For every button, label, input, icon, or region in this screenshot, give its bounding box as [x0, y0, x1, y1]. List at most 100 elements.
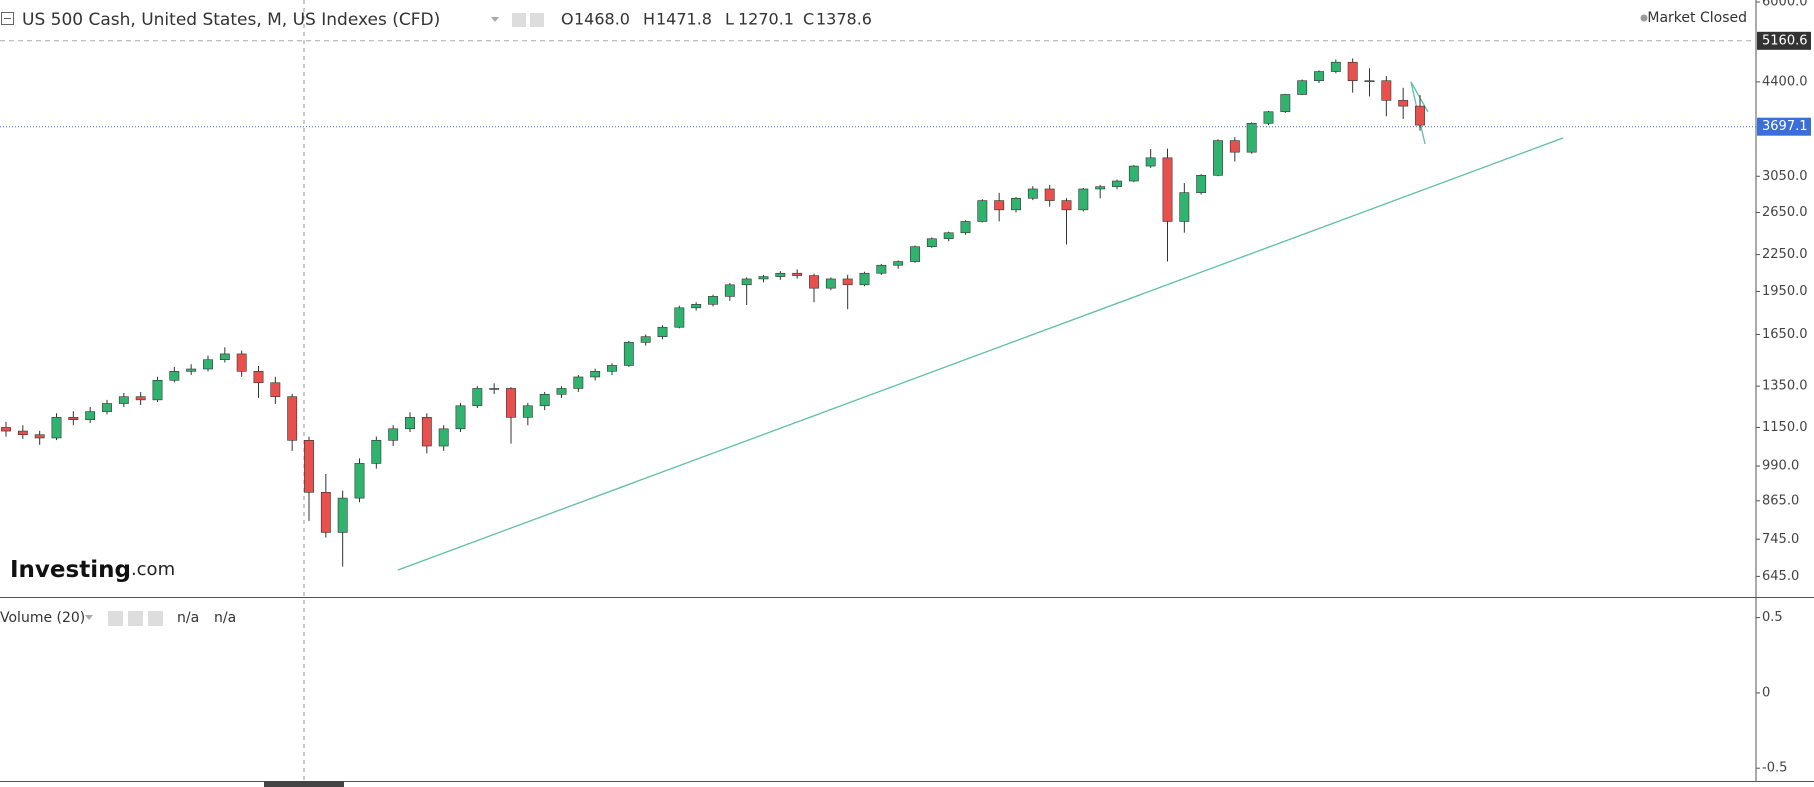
y-tick-label: 4400.0 — [1762, 74, 1808, 89]
remove-button[interactable] — [148, 611, 163, 626]
volume-value: n/a — [214, 610, 236, 626]
candle-body-down — [304, 440, 314, 493]
trend-line — [397, 137, 1564, 571]
volume-value: n/a — [177, 610, 199, 626]
candle-body-down — [1229, 140, 1240, 153]
candle-body-up — [943, 232, 954, 240]
volume-y-tick-label: -0.5 — [1762, 761, 1787, 776]
candle-body-up — [1246, 123, 1257, 153]
candle-body-up — [1314, 71, 1324, 82]
candle-body-down — [1415, 105, 1425, 126]
y-tick-label: 645.0 — [1762, 569, 1799, 584]
candle-body-down — [792, 272, 803, 276]
candle-body-up — [489, 388, 500, 390]
market-status: Market Closed — [1647, 10, 1747, 26]
candle-body-down — [270, 382, 281, 397]
candle-body-up — [472, 388, 483, 407]
price-label: 3697.1 — [1762, 119, 1808, 134]
candle-body-down — [135, 396, 146, 401]
ohlc-value: 1471.8 — [656, 10, 712, 29]
settings-button[interactable] — [128, 611, 143, 626]
candle-body-down — [506, 388, 516, 418]
candle-body-down — [421, 417, 432, 447]
candle-body-up — [977, 200, 988, 222]
candle-body-up — [691, 304, 702, 309]
candle-body-up — [926, 238, 937, 248]
candle-body-down — [287, 396, 298, 441]
candle-body-up — [893, 261, 904, 266]
candle-body-down — [1398, 100, 1409, 107]
dropdown-arrow[interactable] — [85, 615, 93, 620]
ohlc-value: 1270.1 — [738, 10, 794, 29]
candle-body-up — [573, 376, 584, 389]
candle-body-up — [1128, 165, 1139, 182]
ohlc-key: L — [725, 10, 734, 29]
candle-body-down — [1347, 61, 1358, 82]
volume-y-tick-label: 0 — [1762, 685, 1770, 700]
y-tick-label: 2650.0 — [1762, 205, 1808, 220]
candle-body-down — [809, 275, 819, 289]
candle-body-up — [1179, 192, 1190, 222]
collapse-button[interactable] — [1, 12, 14, 25]
volume-y-tick-label: 0.5 — [1762, 610, 1783, 625]
candle-body-up — [388, 428, 399, 441]
candle-body-down — [236, 353, 247, 372]
candle-body-up — [674, 307, 685, 328]
candle-body-up — [405, 417, 415, 430]
candle-body-down — [1, 427, 11, 432]
candle-body-up — [1213, 140, 1223, 176]
candle-body-up — [169, 371, 180, 381]
candle-body-up — [219, 353, 230, 361]
visibility-button[interactable] — [512, 13, 526, 27]
settings-button[interactable] — [530, 13, 544, 27]
candle-body-up — [607, 365, 617, 372]
candle-body-down — [34, 434, 45, 439]
logo-brand: Investing — [10, 557, 131, 583]
candle-body-up — [1095, 186, 1106, 190]
ohlc-key: O — [561, 10, 574, 29]
volume-title: Volume (20) — [0, 610, 85, 626]
candle-body-up — [623, 342, 634, 366]
candle-body-up — [657, 326, 668, 337]
candle-body-up — [741, 278, 752, 286]
candle-body-down — [842, 278, 853, 286]
y-tick-label: 990.0 — [1762, 459, 1799, 474]
y-tick-label: 3050.0 — [1762, 169, 1808, 184]
dropdown-arrow[interactable] — [491, 17, 499, 22]
candle-body-up — [152, 380, 163, 401]
candle-body-up — [775, 272, 786, 277]
candle-body-up — [1263, 111, 1274, 124]
candle-body-up — [640, 336, 651, 343]
candle-body-up — [556, 388, 567, 395]
candle-body-up — [825, 278, 836, 289]
candle-body-up — [455, 405, 466, 430]
price-label: 5160.6 — [1762, 33, 1808, 48]
candle-body-up — [1011, 197, 1021, 211]
y-tick-label: 1950.0 — [1762, 284, 1808, 299]
candle-body-down — [1162, 157, 1173, 222]
candle-body-up — [960, 221, 971, 234]
candle-body-down — [320, 492, 331, 533]
status-dot — [1640, 14, 1648, 22]
candle-body-down — [17, 430, 28, 436]
candle-body-up — [1330, 61, 1341, 72]
candle-body-up — [186, 368, 197, 372]
y-tick-label: 865.0 — [1762, 493, 1799, 508]
symbol-title: US 500 Cash, United States, M, US Indexe… — [22, 10, 440, 30]
candle-body-up — [102, 403, 112, 412]
visibility-button[interactable] — [108, 611, 123, 626]
candle-body-up — [1196, 175, 1207, 193]
candle-body-up — [85, 411, 96, 421]
candle-body-up — [1027, 188, 1038, 199]
candle-body-up — [522, 405, 533, 418]
ohlc-value: 1468.0 — [574, 10, 630, 29]
candle-body-up — [1297, 80, 1308, 95]
candle-body-up — [1078, 188, 1089, 211]
candle-body-up — [1280, 94, 1291, 113]
y-tick-label: 1150.0 — [1762, 420, 1808, 435]
candle-body-up — [708, 296, 718, 305]
candle-body-up — [859, 272, 870, 286]
logo-suffix: .com — [131, 559, 175, 580]
candle-body-down — [1381, 80, 1392, 101]
